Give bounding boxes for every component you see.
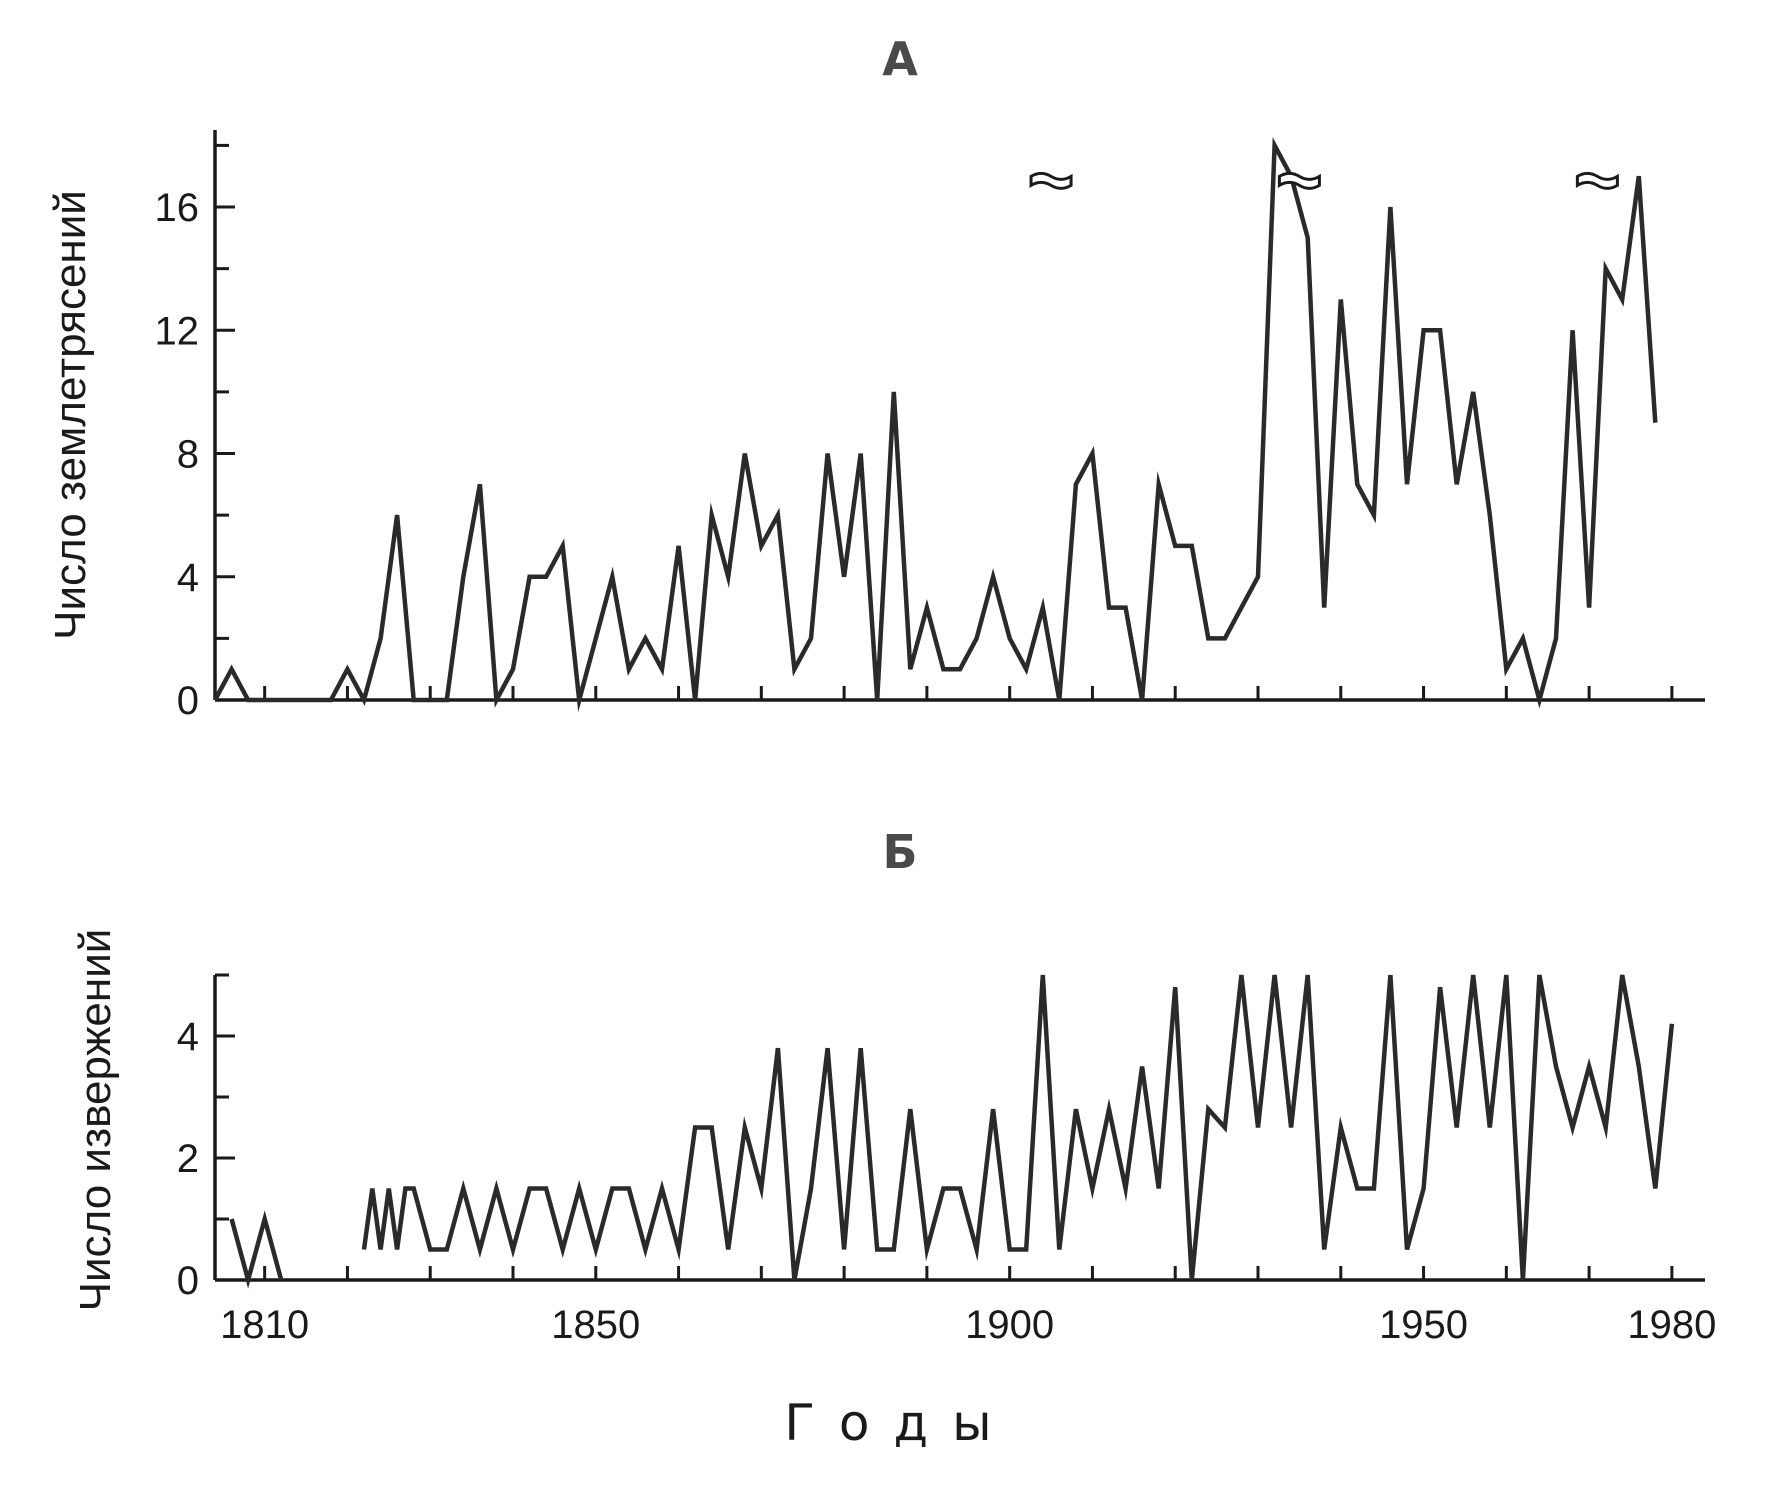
panel-b-x-tick-label: 1950 <box>1379 1303 1468 1347</box>
panel-b-x-tick-label: 1900 <box>965 1303 1054 1347</box>
panel-a-y-tick-label: 0 <box>177 679 199 723</box>
panel-a-breaks <box>1029 171 1619 190</box>
panel-b-x-tick-label: 1850 <box>551 1303 640 1347</box>
panel-a-y-tick-label: 16 <box>155 186 200 230</box>
panel-a-series-line <box>213 137 1658 713</box>
panel-b-y-tick-label: 4 <box>177 1015 199 1059</box>
panel-a-y-tick-label: 8 <box>177 433 199 477</box>
panel-b-y-tick-label: 2 <box>177 1137 199 1181</box>
panel-b-x-tick-label: 1980 <box>1627 1303 1716 1347</box>
panel-a-axes: 0 4 8 12 16 <box>155 130 1705 723</box>
panel-b-series <box>229 974 1675 1289</box>
axis-break-mark <box>1575 171 1619 190</box>
panel-a-y-tick-label: 12 <box>155 309 200 353</box>
panel-b-title: Б <box>882 825 917 879</box>
x-axis-title: Годы <box>784 1394 1015 1452</box>
panel-b-y-axis-label: Число извержений <box>71 929 120 1312</box>
panel-b-y-tick-label: 0 <box>177 1259 199 1303</box>
panel-a-y-tick-label: 4 <box>177 556 199 600</box>
axis-break-mark <box>1277 171 1321 190</box>
panel-a-title: А <box>882 32 918 86</box>
panel-b-axes: 0 2 4 1810 1850 1900 1950 1980 <box>177 973 1716 1347</box>
panel-b-x-tick-label: 1810 <box>220 1303 309 1347</box>
panel-a-y-axis-label: Число землетрясений <box>46 190 95 640</box>
panel-b-series-line <box>229 974 1675 1289</box>
panel-a-series <box>213 137 1658 713</box>
axis-break-mark <box>1029 171 1073 190</box>
